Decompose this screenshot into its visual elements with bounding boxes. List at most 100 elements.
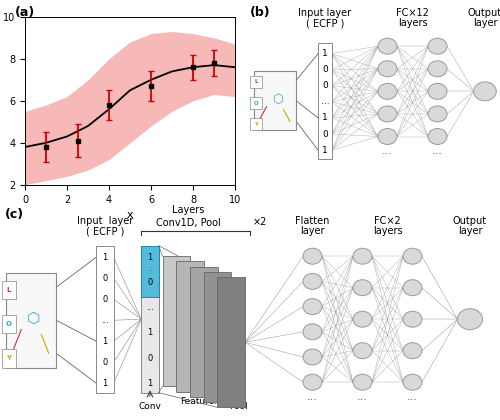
Circle shape [303, 349, 322, 365]
Bar [250, 118, 262, 130]
Bar [162, 256, 190, 386]
Text: 0: 0 [322, 65, 328, 74]
Text: 1: 1 [322, 49, 328, 58]
Text: Input  layer: Input layer [77, 215, 133, 226]
Bar [142, 246, 159, 297]
Circle shape [303, 374, 322, 390]
Text: (a): (a) [15, 6, 35, 19]
Text: 0: 0 [148, 354, 152, 362]
Bar [96, 246, 114, 393]
Text: Conv: Conv [138, 402, 162, 411]
Bar [250, 76, 262, 88]
Circle shape [353, 280, 372, 296]
Circle shape [403, 343, 422, 359]
Text: 1: 1 [102, 253, 108, 262]
Bar [250, 97, 262, 109]
Text: ×2: ×2 [252, 217, 267, 226]
Circle shape [303, 248, 322, 264]
Circle shape [353, 311, 372, 327]
Circle shape [378, 38, 397, 54]
Text: O: O [6, 321, 12, 327]
Text: FC×2: FC×2 [374, 215, 401, 226]
Text: (c): (c) [5, 208, 24, 221]
Circle shape [353, 374, 372, 390]
Text: Conv1D, Pool: Conv1D, Pool [156, 218, 220, 228]
Bar [142, 246, 159, 393]
Text: ...: ... [407, 392, 418, 402]
Text: layers: layers [398, 18, 428, 28]
Circle shape [474, 82, 496, 101]
Text: layer: layer [300, 226, 325, 236]
Text: ⬡: ⬡ [272, 93, 282, 106]
Text: ·: · [148, 266, 152, 276]
Circle shape [378, 129, 397, 144]
Circle shape [403, 248, 422, 264]
Circle shape [353, 248, 372, 264]
Text: Input layer: Input layer [298, 8, 352, 18]
Bar [6, 273, 56, 368]
Text: ...: ... [320, 97, 330, 106]
Circle shape [403, 280, 422, 296]
Bar [176, 261, 204, 391]
Text: ...: ... [101, 316, 109, 325]
Circle shape [378, 106, 397, 122]
Text: 0: 0 [322, 81, 328, 90]
Text: 1: 1 [148, 253, 152, 262]
Circle shape [428, 83, 447, 100]
Bar [2, 281, 16, 299]
Text: L: L [254, 79, 258, 84]
Circle shape [428, 38, 447, 54]
Circle shape [403, 311, 422, 327]
Text: 0: 0 [148, 278, 152, 287]
Text: ...: ... [307, 392, 318, 402]
Text: layer: layer [458, 226, 482, 236]
Text: 1: 1 [322, 146, 328, 155]
Text: 0: 0 [102, 274, 108, 283]
Text: Flatten: Flatten [296, 215, 330, 226]
Text: 1: 1 [148, 379, 152, 388]
Circle shape [378, 61, 397, 77]
Text: layers: layers [372, 226, 402, 236]
Bar [2, 349, 16, 368]
Text: 0: 0 [322, 129, 328, 139]
Text: 0: 0 [102, 358, 108, 367]
Text: Output: Output [468, 8, 500, 18]
Text: 0: 0 [102, 295, 108, 304]
Text: ( ECFP ): ( ECFP ) [306, 18, 344, 28]
Text: ...: ... [432, 146, 443, 156]
Text: FC×12: FC×12 [396, 8, 429, 18]
Circle shape [458, 309, 482, 330]
Text: ...: ... [146, 303, 154, 312]
Text: Y: Y [6, 355, 12, 361]
Text: Layers: Layers [172, 205, 204, 215]
Text: ...: ... [357, 392, 368, 402]
Text: (b): (b) [250, 6, 270, 19]
X-axis label: x: x [126, 210, 134, 220]
Circle shape [353, 343, 372, 359]
Text: Y: Y [254, 122, 258, 127]
Text: ( ECFP ): ( ECFP ) [86, 226, 124, 236]
Text: 1: 1 [148, 328, 152, 337]
Text: L: L [7, 287, 11, 293]
Bar [218, 277, 245, 407]
Text: ...: ... [382, 146, 393, 156]
Bar [204, 272, 231, 402]
Text: Pool: Pool [230, 402, 248, 411]
Text: 1: 1 [322, 113, 328, 123]
Circle shape [428, 129, 447, 144]
Circle shape [303, 273, 322, 289]
Circle shape [303, 299, 322, 315]
Circle shape [428, 61, 447, 77]
Bar [254, 71, 296, 130]
Bar [2, 315, 16, 333]
Text: ⬡: ⬡ [27, 311, 40, 326]
Text: 1: 1 [102, 379, 108, 388]
Text: Output: Output [453, 215, 487, 226]
Text: O: O [254, 101, 258, 106]
Circle shape [428, 106, 447, 122]
Bar [318, 43, 332, 158]
Circle shape [403, 374, 422, 390]
Text: layer: layer [473, 18, 497, 28]
Text: 1: 1 [102, 337, 108, 346]
Circle shape [378, 83, 397, 100]
